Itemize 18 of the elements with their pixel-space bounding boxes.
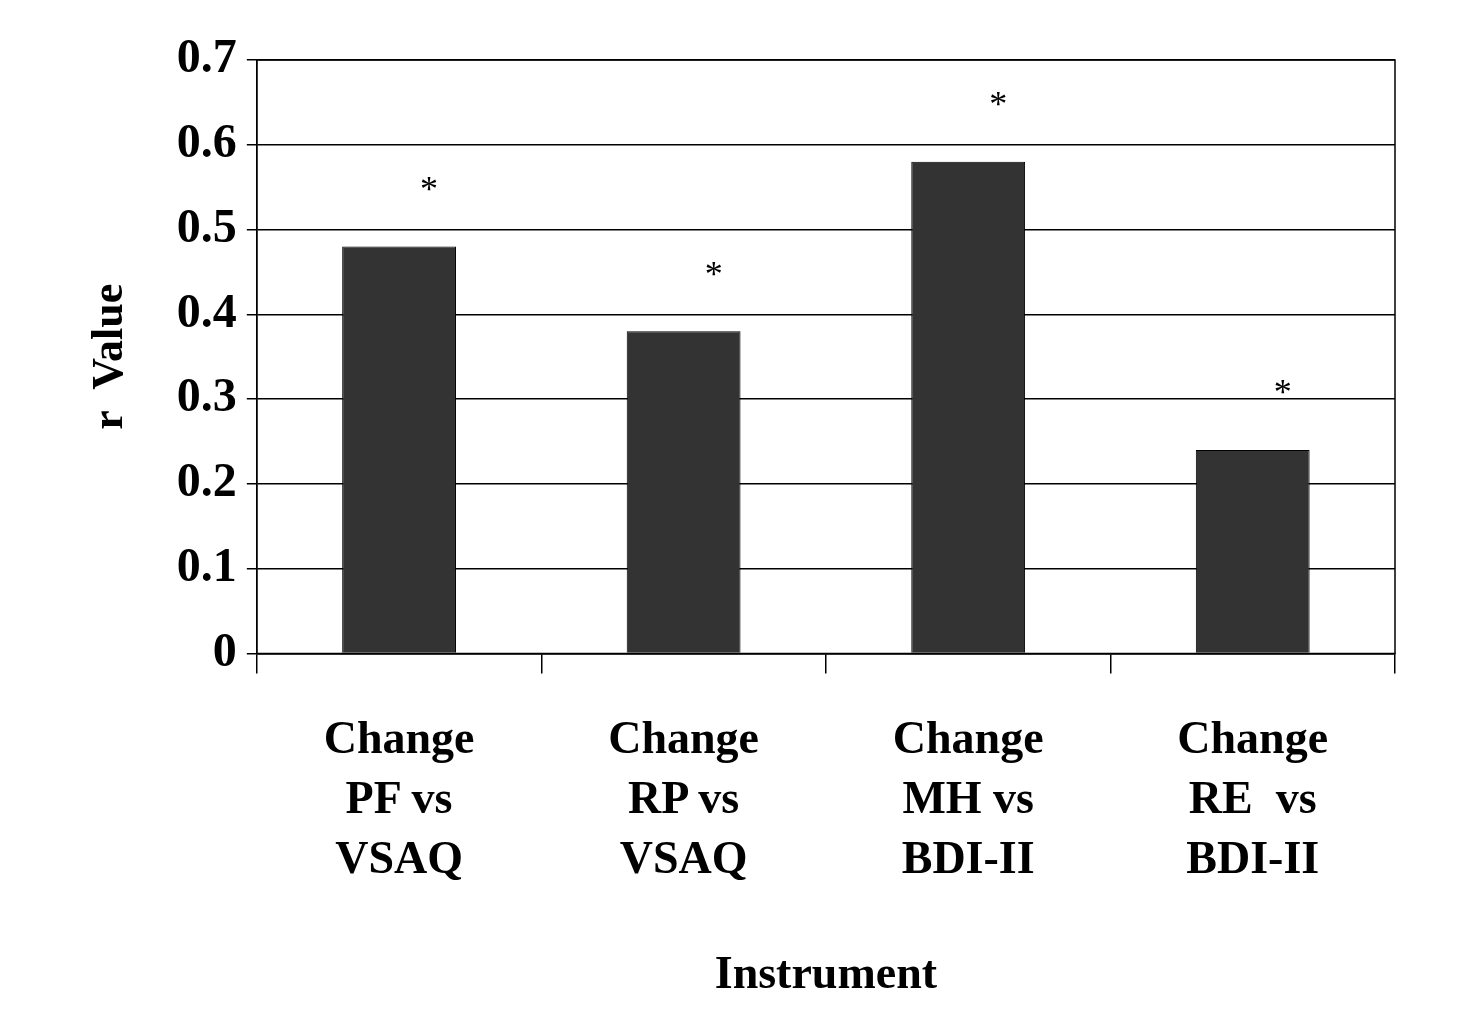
annotation: * <box>989 84 1008 125</box>
x-tick-label: Change MH vs BDI-II <box>892 712 1044 883</box>
x-tick-label: Change RP vs VSAQ <box>608 712 760 883</box>
annotation: * <box>1273 372 1292 413</box>
y-tick-label: 0.5 <box>176 198 237 252</box>
y-tick-label: 0.4 <box>176 283 237 337</box>
annotation: * <box>704 253 723 294</box>
y-tick-label: 0.1 <box>176 538 237 592</box>
y-tick-label: 0.6 <box>176 114 237 168</box>
x-tick-label: Change PF vs VSAQ <box>323 712 475 883</box>
y-tick-label: 0 <box>212 622 237 676</box>
y-tick-label: 0.3 <box>176 368 237 422</box>
y-axis-title: r Value <box>82 283 132 430</box>
x-tick-label: Change RE vs BDI-II <box>1177 712 1329 883</box>
y-tick-label: 0.7 <box>176 29 237 83</box>
annotation: * <box>420 168 439 209</box>
x-axis-title: Instrument <box>714 947 938 999</box>
y-tick-label: 0.2 <box>176 453 237 507</box>
